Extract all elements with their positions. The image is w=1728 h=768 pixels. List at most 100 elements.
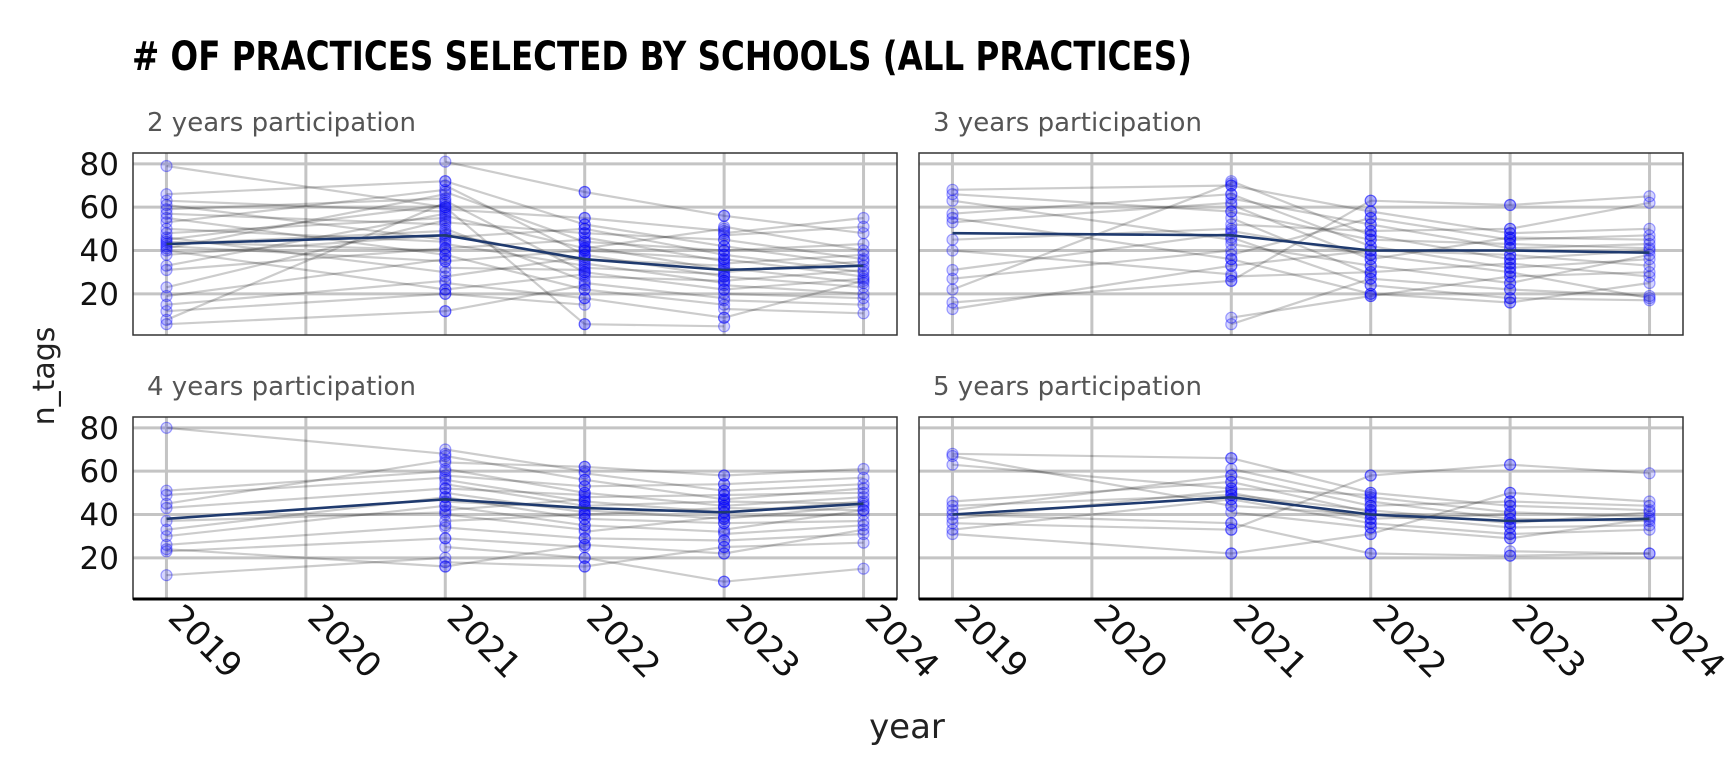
school-point (1225, 311, 1238, 324)
school-point (857, 519, 870, 532)
school-point (1225, 188, 1238, 201)
school-point (1643, 233, 1656, 246)
school-point (1364, 194, 1377, 207)
y-tick-label: 80 (80, 147, 119, 183)
school-point (578, 276, 591, 290)
school-line (1510, 242, 1650, 250)
school-point (717, 298, 731, 311)
x-tick-label: 2022 (1364, 597, 1453, 686)
x-tick-label: 2019 (160, 597, 249, 686)
school-line (952, 249, 1232, 280)
y-tick-label: 80 (80, 411, 119, 447)
school-line (952, 480, 1232, 503)
school-line (166, 201, 446, 321)
school-line (584, 249, 725, 261)
school-line (445, 221, 585, 235)
school-point (578, 231, 591, 244)
school-line (1370, 253, 1511, 274)
school-line (166, 180, 446, 196)
school-point (160, 538, 173, 551)
school-line (1230, 180, 1372, 237)
school-point (578, 283, 591, 296)
school-point (717, 311, 731, 324)
school-point (1364, 527, 1377, 541)
school-line (584, 288, 725, 306)
school-line (1370, 238, 1511, 246)
school-line (952, 216, 1232, 261)
school-point (578, 218, 591, 231)
school-point (1503, 545, 1517, 558)
school-line (584, 227, 725, 256)
school-line (166, 247, 446, 272)
school-point (1225, 253, 1238, 266)
school-line (1231, 480, 1371, 514)
school-point (1225, 270, 1238, 283)
school-line (166, 216, 446, 235)
school-line (1509, 271, 1650, 300)
school-point (946, 211, 959, 225)
school-point (1225, 462, 1238, 476)
school-line (1510, 288, 1650, 298)
school-line (1370, 491, 1511, 536)
school-point (578, 486, 591, 499)
school-line (1510, 242, 1650, 250)
school-point (1364, 486, 1377, 499)
school-point (160, 281, 173, 294)
school-point (578, 227, 591, 240)
school-point (578, 274, 591, 287)
x-tick-label: 2024 (857, 597, 946, 686)
school-point (439, 504, 452, 517)
school-point (439, 465, 452, 478)
school-point (857, 482, 870, 495)
school-point (1503, 527, 1517, 541)
school-line (166, 219, 446, 289)
school-point (578, 242, 591, 255)
school-point (439, 506, 452, 519)
school-point (1503, 227, 1517, 240)
school-point (1503, 549, 1517, 562)
school-point (1643, 523, 1656, 536)
facet-strip-label: 4 years participation (147, 372, 416, 402)
school-point (439, 192, 452, 205)
school-point (1503, 495, 1517, 508)
school-line (724, 496, 864, 507)
school-line (445, 461, 585, 468)
school-line (1230, 277, 1372, 326)
school-point (717, 244, 731, 257)
school-line (166, 310, 446, 326)
school-point (439, 447, 452, 460)
school-point (1364, 266, 1377, 279)
school-point (717, 292, 731, 305)
school-point (1503, 233, 1517, 246)
school-line (445, 537, 585, 549)
school-point (1364, 527, 1377, 541)
school-points (160, 421, 870, 588)
school-point (1364, 259, 1377, 272)
school-point (717, 484, 731, 497)
school-point (160, 543, 173, 556)
school-point (717, 311, 731, 324)
x-tick-label: 2022 (578, 597, 667, 686)
school-line (584, 275, 725, 282)
school-point (1643, 237, 1656, 251)
school-point (717, 240, 731, 253)
school-line (724, 253, 864, 265)
school-point (439, 183, 452, 196)
school-point (717, 255, 731, 268)
school-point (578, 551, 591, 564)
school-point (946, 302, 959, 316)
facet-strip-label: 3 years participation (933, 108, 1202, 138)
school-line (166, 188, 446, 224)
school-line (584, 500, 725, 507)
school-point (717, 493, 731, 506)
school-point (1364, 233, 1377, 246)
school-point (1225, 547, 1238, 560)
school-point (439, 508, 452, 521)
school-point (1225, 268, 1238, 281)
y-tick-label: 60 (80, 454, 119, 490)
school-line (724, 275, 864, 289)
school-point (439, 218, 452, 231)
school-line (445, 474, 585, 488)
school-line (166, 212, 446, 226)
school-line (724, 483, 864, 492)
